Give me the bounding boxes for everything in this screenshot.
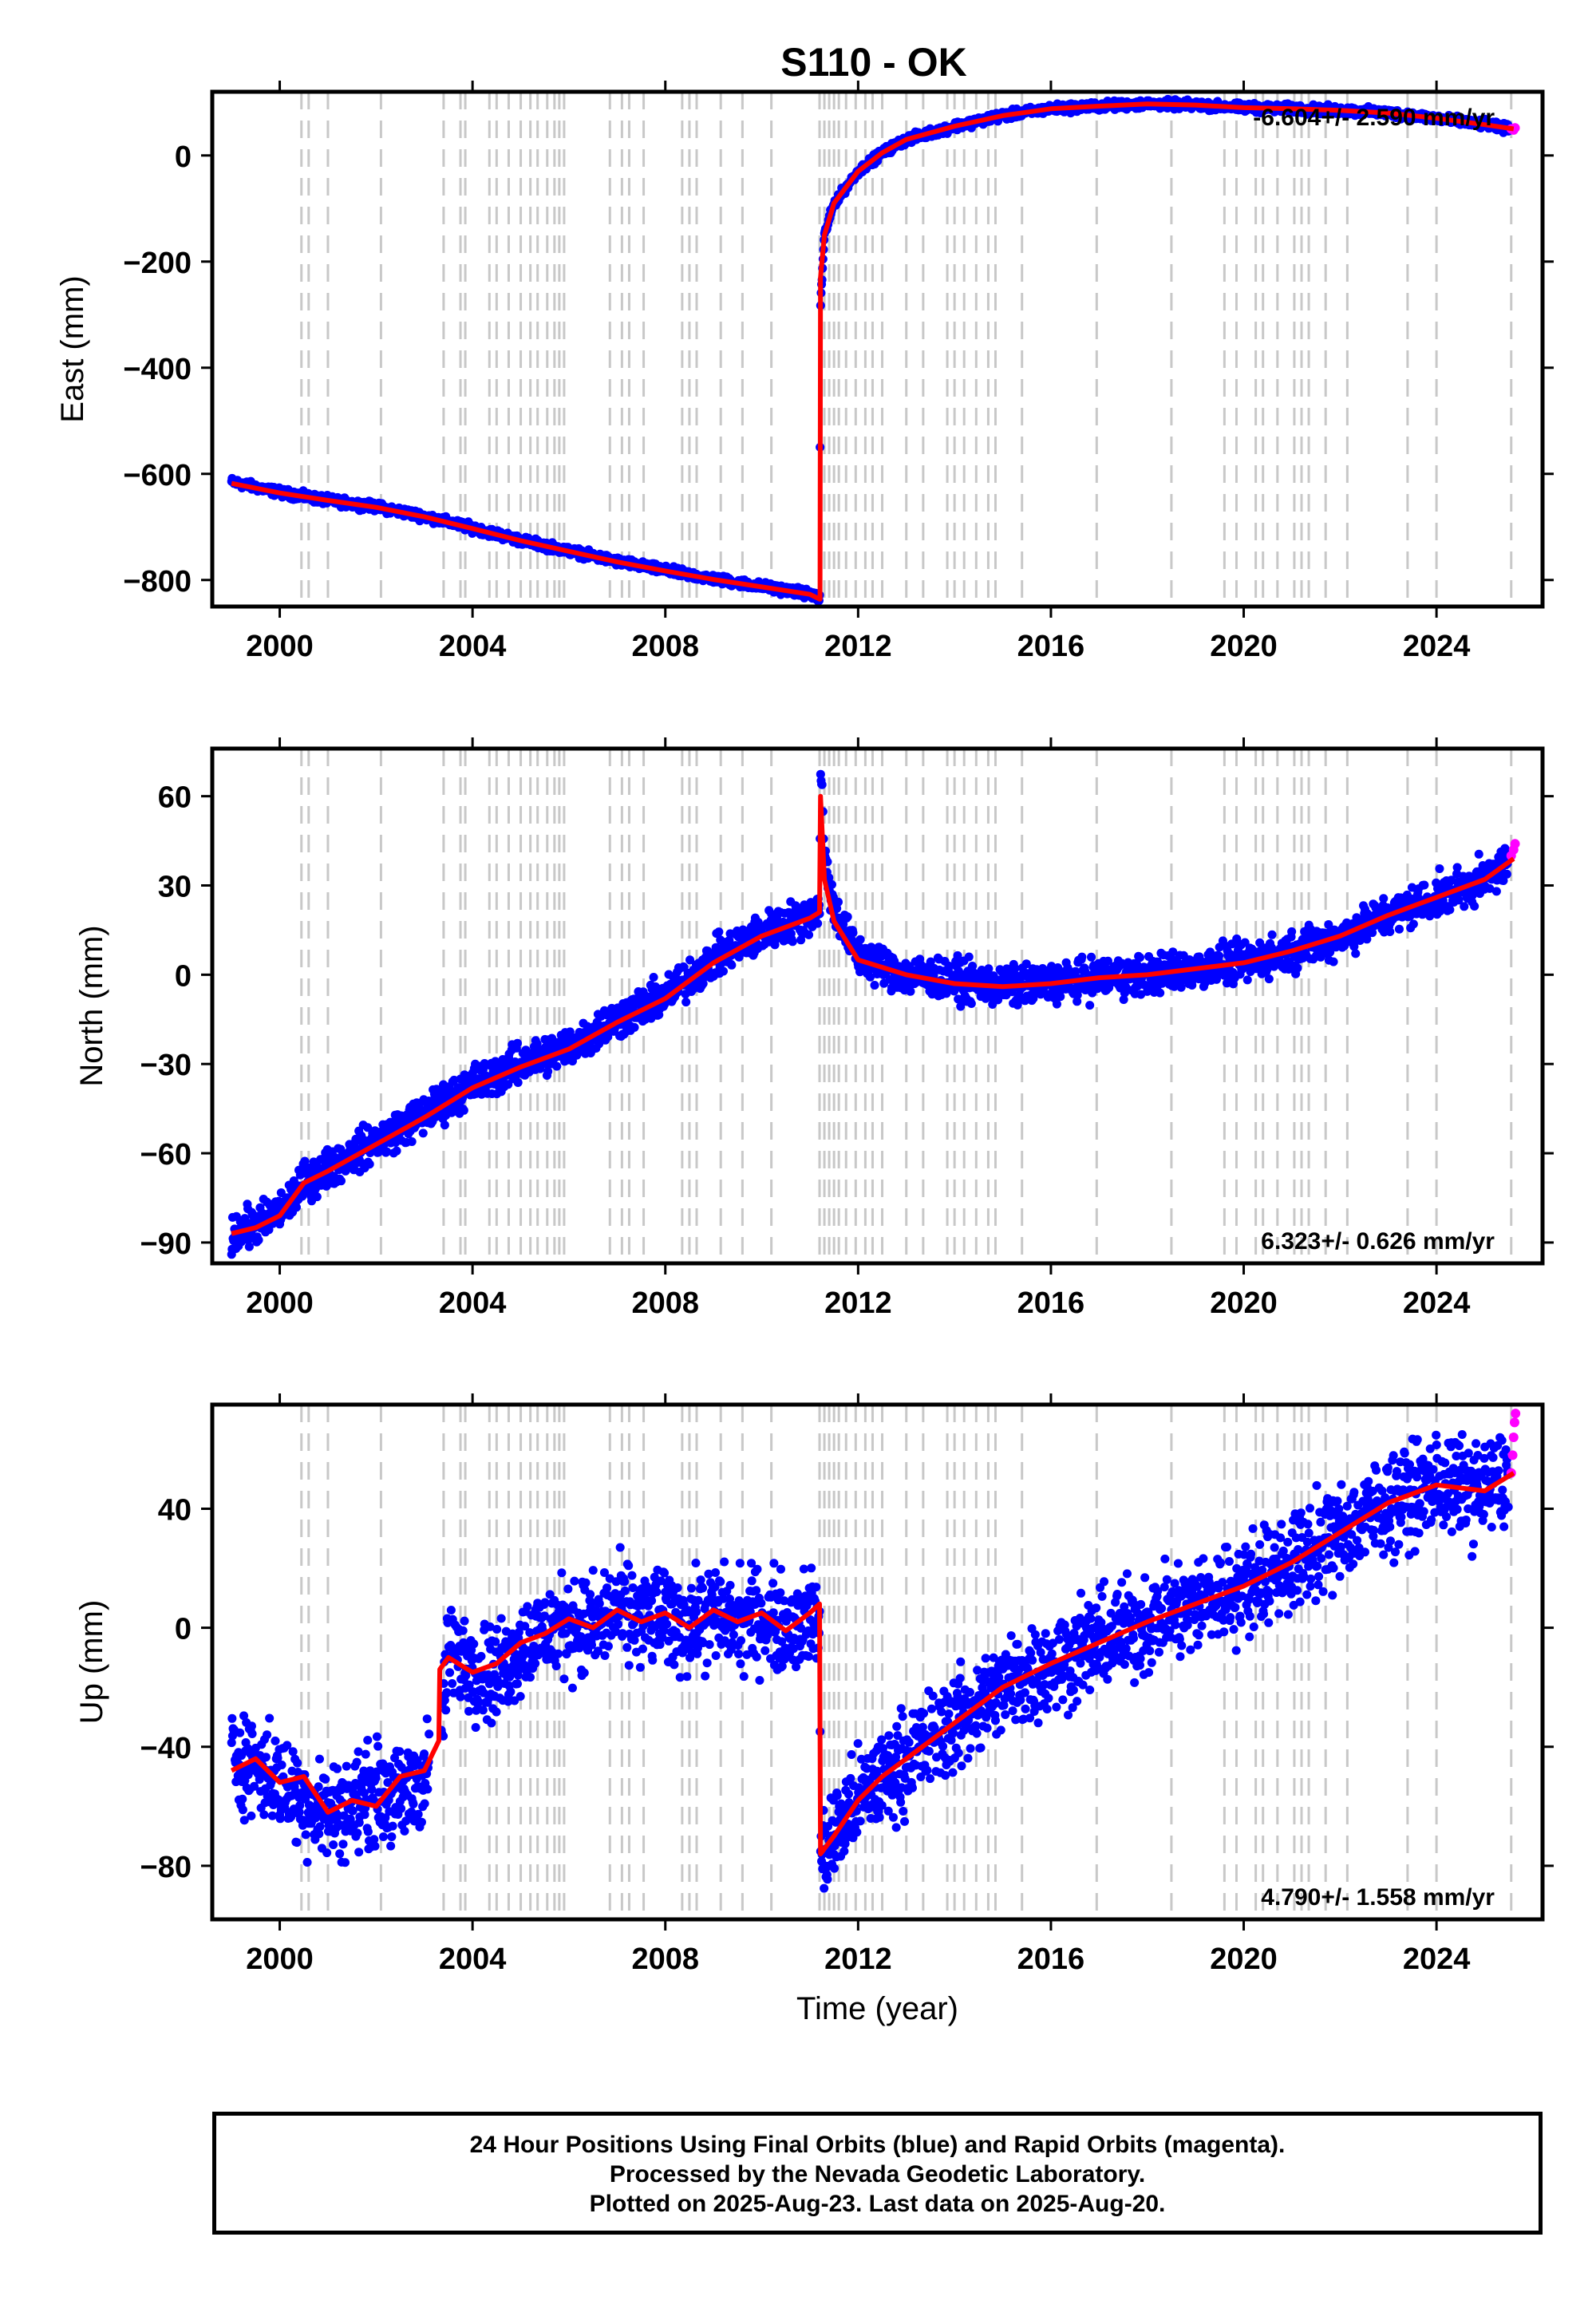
panels: 2000 2004 2008 2012 2016 2020 2024−800−600−400…	[55, 81, 1554, 2026]
y-tick-label: −40	[140, 1732, 192, 1765]
panel-east: 2000 2004 2008 2012 2016 2020 2024 −800 −600 −400…	[55, 81, 1554, 663]
plot-frame	[210, 1402, 1545, 1922]
x-tick-label: 2004	[439, 630, 507, 663]
x-tick-label: 2000	[246, 1943, 314, 1976]
x-tick-label: 2024	[1403, 1286, 1471, 1320]
plot-area	[227, 1405, 1521, 1919]
velocity-label: -6.604+/- 2.590 mm/yr	[1253, 105, 1495, 131]
y-tick-label: 0	[175, 1613, 192, 1646]
model-fit-line	[231, 101, 1515, 602]
y-axis-label: Up (mm)	[74, 1600, 109, 1725]
x-tick-label: 2000	[246, 630, 314, 663]
y-tick-label: −800	[123, 565, 192, 599]
plot-frame	[210, 89, 1545, 609]
x-tick-label: 2020	[1210, 630, 1278, 663]
y-tick-label: −60	[140, 1138, 192, 1172]
x-tick-label: 2000	[246, 1286, 314, 1320]
x-tick-label: 2012	[824, 1286, 892, 1320]
model-fit-line	[231, 793, 1515, 1236]
y-axis-label: East (mm)	[55, 275, 90, 422]
x-tick-label: 2016	[1017, 1286, 1085, 1320]
rapid-orbit-point	[1509, 1417, 1519, 1428]
final-orbits-points	[227, 1430, 1513, 1893]
final-orbits-points	[227, 769, 1513, 1259]
x-tick-label: 2016	[1017, 630, 1085, 663]
chart-title: S110 - OK	[780, 40, 966, 85]
y-tick-label: −600	[123, 459, 192, 492]
x-axis-label: Time (year)	[796, 1991, 958, 2026]
plot-area	[227, 92, 1520, 607]
final-orbits-points	[227, 94, 1513, 606]
y-tick-label: 60	[158, 781, 192, 815]
y-tick-label: 0	[175, 140, 192, 174]
panel-up: 2000 2004 2008 2012 2016 2020 2024 −80 −40 0 40 Up …	[74, 1393, 1554, 2026]
y-tick-label: −400	[123, 353, 192, 386]
rapid-orbit-point	[1508, 1433, 1519, 1443]
y-tick-label: −30	[140, 1049, 192, 1082]
x-tick-label: 2008	[631, 1943, 699, 1976]
velocity-label: 4.790+/- 1.558 mm/yr	[1261, 1884, 1495, 1911]
caption-line-3: Plotted on 2025-Aug-23. Last data on 202…	[589, 2191, 1166, 2217]
y-tick-label: −80	[140, 1851, 192, 1884]
caption-line-1: 24 Hour Positions Using Final Orbits (bl…	[469, 2132, 1286, 2158]
y-tick-label: 0	[175, 959, 192, 993]
x-tick-label: 2016	[1017, 1943, 1085, 1976]
caption-line-2: Processed by the Nevada Geodetic Laborat…	[609, 2161, 1146, 2188]
caption-box: 24 Hour Positions Using Final Orbits (bl…	[212, 2112, 1543, 2235]
y-tick-label: −90	[140, 1227, 192, 1261]
rapid-orbit-point	[1507, 1450, 1518, 1460]
panel-north: 2000 2004 2008 2012 2016 2020 2024 −90 −60 −30 0 30…	[74, 737, 1554, 1320]
x-tick-label: 2012	[824, 630, 892, 663]
y-axis-label: North (mm)	[74, 925, 109, 1086]
y-tick-label: 30	[158, 871, 192, 904]
plot-frame	[210, 746, 1545, 1266]
x-tick-label: 2004	[439, 1943, 507, 1976]
velocity-label: 6.323+/- 0.626 mm/yr	[1261, 1228, 1495, 1255]
y-tick-label: −200	[123, 247, 192, 280]
rapid-orbit-point	[1511, 1409, 1521, 1419]
x-tick-label: 2012	[824, 1943, 892, 1976]
rapid-orbit-point	[1510, 839, 1520, 849]
model-fit-line	[230, 1471, 1515, 1856]
x-tick-label: 2024	[1403, 1943, 1471, 1976]
x-tick-label: 2008	[631, 1286, 699, 1320]
x-tick-label: 2024	[1403, 630, 1471, 663]
x-tick-label: 2020	[1210, 1943, 1278, 1976]
y-tick-label: 40	[158, 1493, 192, 1527]
plot-area	[227, 749, 1520, 1263]
x-tick-label: 2004	[439, 1286, 507, 1320]
x-tick-label: 2020	[1210, 1286, 1278, 1320]
x-tick-label: 2008	[631, 630, 699, 663]
